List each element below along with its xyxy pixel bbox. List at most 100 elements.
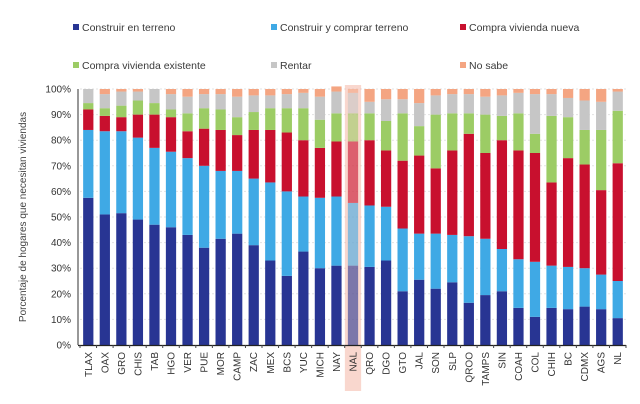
bar-segment: [529, 89, 541, 95]
bar-segment: [480, 114, 491, 153]
bar-segment: [546, 89, 557, 95]
x-tick-label: SIN: [497, 352, 508, 369]
bar-segment: [132, 114, 144, 138]
bar-segment: [232, 117, 243, 136]
bar-segment: [380, 99, 392, 121]
bar-stack-nay: [331, 86, 342, 345]
bar-segment: [347, 92, 359, 114]
bar-segment: [430, 288, 441, 345]
bar-segment: [480, 153, 491, 239]
bar-segment: [513, 259, 524, 308]
bar-segment: [529, 316, 541, 345]
bar-segment: [546, 94, 557, 116]
x-tick-label: SON: [431, 352, 442, 374]
bar-segment: [132, 137, 144, 220]
bar-segment: [83, 197, 94, 345]
bar-segment: [579, 306, 590, 345]
bar-segment: [248, 89, 259, 96]
bar-segment: [513, 113, 524, 151]
bar-segment: [397, 160, 408, 229]
bar-segment: [314, 268, 326, 345]
bar-segment: [430, 168, 441, 234]
bar-segment: [248, 112, 259, 130]
bar-segment: [496, 291, 508, 345]
bar-segment: [232, 170, 243, 234]
bar-segment: [463, 94, 474, 114]
legend-label: Compra vivienda nueva: [469, 22, 579, 34]
bar-segment: [579, 89, 590, 101]
bar-segment: [447, 94, 458, 114]
bar-segment: [397, 113, 408, 161]
bar-segment: [596, 309, 607, 345]
bar-segment: [198, 247, 210, 345]
bar-segment: [496, 95, 508, 116]
bar-segment: [99, 89, 110, 95]
bar-segment: [281, 108, 292, 133]
bar-segment: [232, 89, 243, 97]
bar-segment: [165, 89, 177, 95]
bar-stack-gro: [116, 89, 127, 345]
bar-segment: [562, 158, 574, 267]
bar-segment: [165, 109, 177, 118]
x-tick-label: NL: [613, 352, 624, 365]
bar-stack-oax: [99, 89, 110, 345]
bar-segment: [248, 95, 259, 113]
bar-stack-qro: [364, 89, 375, 345]
bar-segment: [347, 89, 359, 93]
bar-stack-chis: [132, 89, 144, 345]
bar-stack-jal: [414, 89, 425, 345]
bar-segment: [529, 261, 541, 317]
bar-segment: [612, 110, 623, 164]
bar-segment: [198, 94, 210, 109]
bar-segment: [447, 234, 458, 283]
bar-segment: [447, 113, 458, 151]
bar-stack-ags: [596, 89, 607, 345]
bar-segment: [380, 121, 392, 151]
x-tick-label: CDMX: [580, 352, 591, 382]
bar-segment: [596, 190, 607, 275]
x-tick-label: NAL: [349, 352, 360, 372]
bar-segment: [198, 128, 210, 166]
bar-segment: [562, 97, 574, 118]
bar-segment: [331, 141, 342, 197]
y-tick-label: 10%: [51, 315, 71, 326]
bar-segment: [215, 94, 226, 110]
bar-segment: [314, 147, 326, 198]
bar-segment: [546, 265, 557, 308]
bar-segment: [116, 117, 127, 132]
bar-segment: [414, 126, 425, 156]
bar-segment: [579, 268, 590, 307]
bar-segment: [132, 89, 144, 92]
bar-segment: [447, 282, 458, 345]
bar-segment: [215, 109, 226, 130]
bar-segment: [298, 89, 309, 93]
bar-segment: [281, 89, 292, 95]
bar-segment: [364, 89, 375, 102]
bar-segment: [380, 150, 392, 207]
bar-segment: [480, 89, 491, 97]
bar-segment: [83, 89, 94, 104]
bar-segment: [397, 228, 408, 292]
bar-segment: [347, 265, 359, 345]
y-tick-label: 60%: [51, 187, 71, 198]
bar-segment: [314, 96, 326, 120]
bar-segment: [149, 224, 160, 345]
y-tick-label: 90%: [51, 110, 71, 121]
bar-segment: [132, 91, 144, 101]
bar-segment: [99, 115, 110, 132]
bar-segment: [612, 89, 623, 92]
bar-segment: [99, 94, 110, 109]
bar-segment: [513, 92, 524, 114]
bar-segment: [380, 89, 392, 100]
x-tick-label: TLAX: [84, 352, 95, 377]
x-tick-labels: TLAX OAX GRO CHIS TAB HGO VER PUE MOR CAMP ZAC MEX B…: [84, 352, 624, 386]
y-tick-label: 40%: [51, 238, 71, 249]
bar-segment: [380, 260, 392, 345]
bar-segment: [198, 89, 210, 95]
bar-segment: [414, 279, 425, 345]
bar-segment: [182, 158, 193, 235]
bar-stack-nl: [612, 89, 623, 345]
bar-segment: [281, 94, 292, 109]
bar-segment: [182, 131, 193, 159]
bar-stack-hgo: [165, 89, 177, 345]
